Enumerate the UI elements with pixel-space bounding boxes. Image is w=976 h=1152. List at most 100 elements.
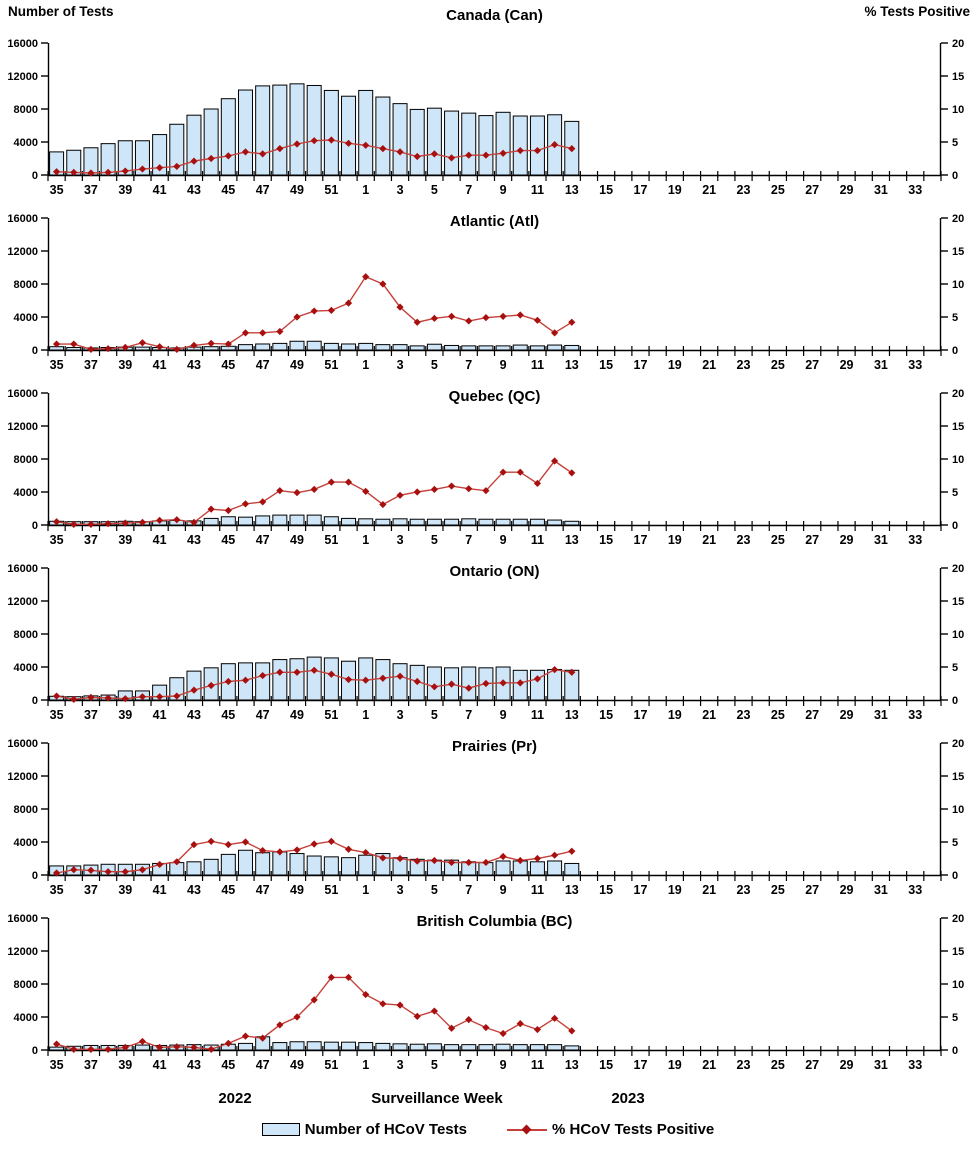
svg-text:25: 25 xyxy=(771,1058,785,1072)
svg-text:47: 47 xyxy=(256,708,270,722)
panel-title-canada: Canada (Can) xyxy=(446,7,543,24)
svg-text:12000: 12000 xyxy=(7,246,38,258)
panel-title-british-columbia: British Columbia (BC) xyxy=(416,913,573,930)
svg-text:43: 43 xyxy=(187,708,201,722)
svg-text:13: 13 xyxy=(565,358,579,372)
svg-text:31: 31 xyxy=(874,358,888,372)
svg-text:1: 1 xyxy=(362,183,369,197)
svg-text:0: 0 xyxy=(952,520,958,532)
svg-text:20: 20 xyxy=(952,38,964,50)
svg-text:25: 25 xyxy=(771,708,785,722)
svg-text:19: 19 xyxy=(668,1058,682,1072)
svg-text:11: 11 xyxy=(531,358,544,372)
panel-canada: Canada (Can) 0 4000 8000 12000 16000 0 5 10 15 20… xyxy=(0,7,976,197)
svg-text:5: 5 xyxy=(431,358,438,372)
svg-text:5: 5 xyxy=(952,837,958,849)
svg-text:4000: 4000 xyxy=(14,662,38,674)
svg-text:41: 41 xyxy=(153,358,167,372)
svg-text:51: 51 xyxy=(324,183,338,197)
svg-text:51: 51 xyxy=(324,1058,338,1072)
svg-text:47: 47 xyxy=(256,883,270,897)
svg-text:3: 3 xyxy=(397,358,404,372)
svg-text:17: 17 xyxy=(634,708,648,722)
svg-text:4000: 4000 xyxy=(14,837,38,849)
svg-text:21: 21 xyxy=(702,1058,716,1072)
legend: Number of HCoV Tests % HCoV Tests Positi… xyxy=(0,1121,976,1138)
svg-text:35: 35 xyxy=(50,358,64,372)
svg-text:45: 45 xyxy=(221,533,235,547)
year-label-2023: 2023 xyxy=(611,1090,645,1107)
svg-text:39: 39 xyxy=(118,883,132,897)
svg-text:8000: 8000 xyxy=(14,979,38,991)
svg-text:9: 9 xyxy=(500,358,507,372)
svg-text:1: 1 xyxy=(362,358,369,372)
svg-text:23: 23 xyxy=(737,708,751,722)
svg-text:13: 13 xyxy=(565,533,579,547)
svg-text:41: 41 xyxy=(153,533,167,547)
svg-text:16000: 16000 xyxy=(7,213,38,225)
svg-text:16000: 16000 xyxy=(7,738,38,750)
svg-text:11: 11 xyxy=(531,183,544,197)
svg-text:15: 15 xyxy=(952,421,964,433)
svg-text:19: 19 xyxy=(668,358,682,372)
svg-text:19: 19 xyxy=(668,533,682,547)
svg-text:39: 39 xyxy=(118,533,132,547)
svg-text:11: 11 xyxy=(531,708,544,722)
svg-text:41: 41 xyxy=(153,883,167,897)
svg-text:7: 7 xyxy=(465,883,472,897)
svg-text:3: 3 xyxy=(397,533,404,547)
svg-text:35: 35 xyxy=(50,183,64,197)
svg-text:47: 47 xyxy=(256,358,270,372)
svg-text:8000: 8000 xyxy=(14,104,38,116)
svg-text:16000: 16000 xyxy=(7,38,38,50)
svg-text:19: 19 xyxy=(668,708,682,722)
svg-text:19: 19 xyxy=(668,883,682,897)
svg-text:35: 35 xyxy=(50,533,64,547)
svg-text:37: 37 xyxy=(84,708,98,722)
svg-text:33: 33 xyxy=(908,1058,922,1072)
svg-text:7: 7 xyxy=(465,183,472,197)
svg-text:49: 49 xyxy=(290,1058,304,1072)
svg-text:39: 39 xyxy=(118,708,132,722)
svg-text:1: 1 xyxy=(362,533,369,547)
svg-text:8000: 8000 xyxy=(14,804,38,816)
svg-text:41: 41 xyxy=(153,1058,167,1072)
svg-text:33: 33 xyxy=(908,358,922,372)
svg-text:29: 29 xyxy=(840,708,854,722)
svg-text:13: 13 xyxy=(565,183,579,197)
svg-text:5: 5 xyxy=(952,1012,958,1024)
svg-text:13: 13 xyxy=(565,1058,579,1072)
svg-text:8000: 8000 xyxy=(14,629,38,641)
svg-text:9: 9 xyxy=(500,533,507,547)
legend-positivity-label: % HCoV Tests Positive xyxy=(551,1121,715,1138)
panel-quebec: Quebec (QC) 0 4000 8000 12000 16000 0 5 10 15 20 3… xyxy=(0,372,976,547)
svg-text:10: 10 xyxy=(952,104,964,116)
svg-text:43: 43 xyxy=(187,533,201,547)
panel-british-columbia: British Columbia (BC) 0 4000 8000 12000 1600… xyxy=(0,897,976,1072)
svg-text:12000: 12000 xyxy=(7,946,38,958)
svg-text:15: 15 xyxy=(952,946,964,958)
svg-text:47: 47 xyxy=(256,183,270,197)
svg-text:43: 43 xyxy=(187,358,201,372)
x-axis-title: Surveillance Week xyxy=(371,1090,503,1107)
svg-text:0: 0 xyxy=(952,695,958,707)
svg-text:25: 25 xyxy=(771,883,785,897)
svg-text:15: 15 xyxy=(599,1058,613,1072)
svg-text:25: 25 xyxy=(771,183,785,197)
svg-text:25: 25 xyxy=(771,533,785,547)
year-label-2022: 2022 xyxy=(218,1090,252,1107)
svg-text:33: 33 xyxy=(908,533,922,547)
svg-text:12000: 12000 xyxy=(7,771,38,783)
legend-item-tests: Number of HCoV Tests xyxy=(261,1121,467,1138)
svg-text:45: 45 xyxy=(221,708,235,722)
svg-text:49: 49 xyxy=(290,183,304,197)
svg-text:4000: 4000 xyxy=(14,487,38,499)
svg-text:0: 0 xyxy=(32,520,38,532)
svg-text:17: 17 xyxy=(634,1058,648,1072)
svg-text:5: 5 xyxy=(431,183,438,197)
svg-text:35: 35 xyxy=(50,883,64,897)
svg-text:23: 23 xyxy=(737,533,751,547)
svg-text:31: 31 xyxy=(874,708,888,722)
svg-text:15: 15 xyxy=(599,883,613,897)
